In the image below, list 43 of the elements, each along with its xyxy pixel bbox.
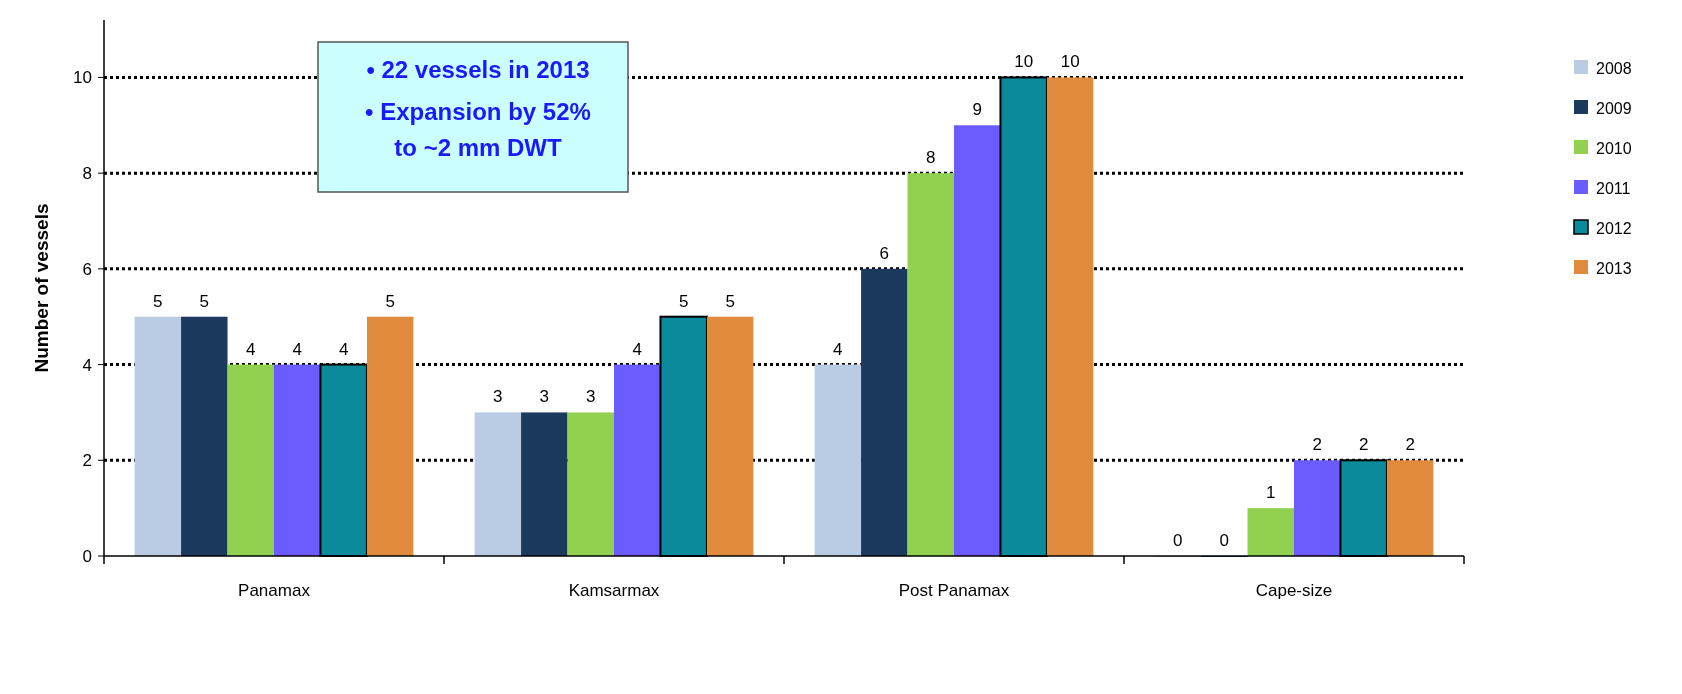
data-label: 5 <box>725 291 735 311</box>
data-label: 9 <box>972 100 982 120</box>
data-label: 3 <box>539 387 550 407</box>
y-tick-label: 8 <box>82 164 92 184</box>
data-label: 5 <box>678 291 689 311</box>
legend-label: 2009 <box>1596 99 1632 117</box>
data-label: 0 <box>1173 531 1183 550</box>
data-label: 4 <box>833 339 843 359</box>
data-label: 10 <box>1014 52 1034 72</box>
data-label: 5 <box>199 291 210 311</box>
data-label: 4 <box>246 339 256 359</box>
data-label: 10 <box>1060 52 1080 72</box>
y-tick-label: 2 <box>82 451 92 471</box>
data-label: 2 <box>1405 435 1415 455</box>
legend-label: 2010 <box>1596 139 1632 157</box>
data-label: 3 <box>493 387 503 407</box>
x-tick-label: Panamax <box>238 581 311 600</box>
y-tick-label: 6 <box>82 259 92 279</box>
data-label: 2 <box>1312 435 1322 455</box>
x-tick-label: Cape-size <box>1255 581 1333 600</box>
data-label: 3 <box>586 387 596 407</box>
legend-label: 2008 <box>1596 59 1632 77</box>
y-tick-label: 4 <box>82 355 92 375</box>
annotation: • 22 vessels in 2013 <box>366 56 590 83</box>
x-tick-label: Kamsarmax <box>568 581 660 600</box>
y-tick-label: 10 <box>73 68 92 88</box>
annotation: • Expansion by 52% to ~2 mm DWT <box>365 98 591 161</box>
y-axis-title: Number of vessels <box>31 203 52 373</box>
data-label: 4 <box>292 339 302 359</box>
y-tick-label: 0 <box>82 546 92 566</box>
legend-label: 2012 <box>1596 219 1632 237</box>
legend-label: 2011 <box>1596 179 1631 197</box>
x-tick-label: Post Panamax <box>898 581 1010 600</box>
data-label: 4 <box>632 339 642 359</box>
data-label: 8 <box>926 148 936 168</box>
data-label: 6 <box>879 243 890 263</box>
data-label: 1 <box>1266 483 1276 503</box>
data-label: 2 <box>1358 435 1369 455</box>
data-label: 0 <box>1219 531 1230 550</box>
legend-label: 2013 <box>1596 259 1632 277</box>
data-label: 5 <box>153 291 163 311</box>
data-label: 5 <box>385 291 395 311</box>
data-label: 4 <box>338 339 349 359</box>
